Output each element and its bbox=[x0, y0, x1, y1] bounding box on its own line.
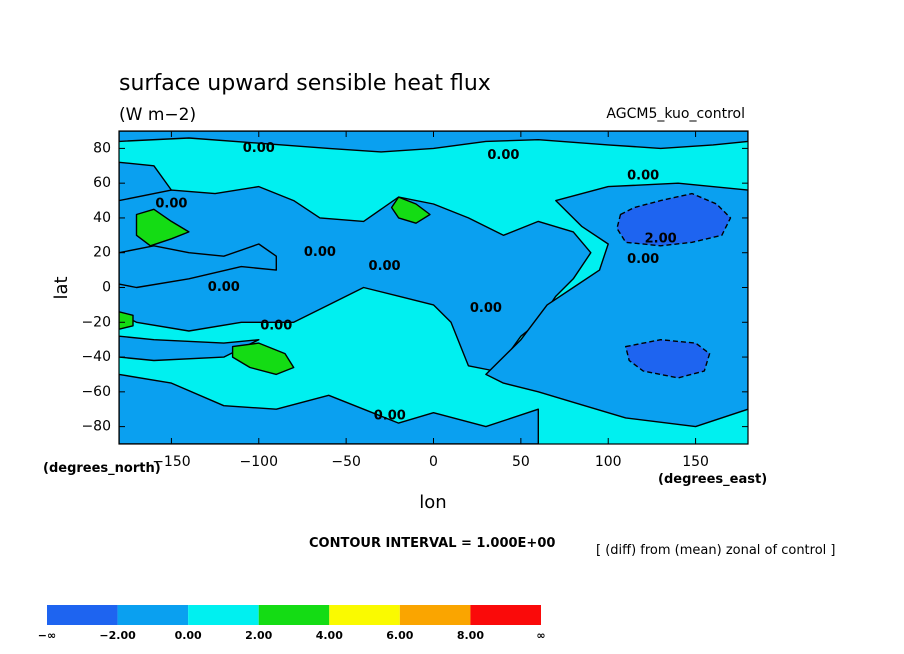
y-axis-label: lat bbox=[51, 276, 72, 299]
colorbar-swatch bbox=[47, 605, 118, 625]
contour-region-level-1 bbox=[119, 131, 748, 153]
colorbar-label: 2.00 bbox=[245, 629, 272, 642]
colorbar-swatch bbox=[399, 605, 471, 625]
colorbar-label: 8.00 bbox=[457, 629, 484, 642]
contour-region-level-3 bbox=[231, 342, 295, 376]
contour-label: 0.00 bbox=[155, 197, 187, 212]
colorbar-swatch bbox=[117, 605, 189, 625]
x-tick-label: 50 bbox=[512, 454, 530, 470]
y-unit-label: (degrees_north) bbox=[43, 461, 161, 476]
colorbar-label: −∞ bbox=[38, 629, 56, 642]
colorbar: −∞ −2.00 0.00 2.00 4.00 6.00 8.00 ∞ bbox=[38, 605, 546, 642]
chart-units: (W m−2) bbox=[119, 105, 196, 125]
y-tick-label: −40 bbox=[81, 349, 111, 365]
contour-label: 0.00 bbox=[304, 245, 336, 260]
plot-area: 0.00 0.00 0.00 0.00 0.00 0.00 2.00 0.00 0.00 0.00… bbox=[81, 130, 749, 470]
description-text: [ (diff) from (mean) zonal of control ] bbox=[596, 543, 835, 558]
contour-labels: 0.00 0.00 0.00 0.00 0.00 0.00 2.00 0.00 0.00 0.00… bbox=[155, 141, 676, 424]
contour-label: 0.00 bbox=[470, 301, 502, 316]
contour-label: 0.00 bbox=[627, 169, 659, 184]
filled-contours bbox=[119, 131, 748, 444]
x-tick-label: −50 bbox=[331, 454, 361, 470]
x-tick-label: 100 bbox=[595, 454, 622, 470]
contour-label: 0.00 bbox=[487, 148, 519, 163]
contour-label: 0.00 bbox=[369, 259, 401, 274]
x-axis-label: lon bbox=[419, 492, 446, 513]
colorbar-swatch bbox=[329, 605, 400, 625]
y-tick-label: 0 bbox=[102, 280, 111, 296]
contour-label: 0.00 bbox=[208, 280, 240, 295]
contour-region-level-3 bbox=[135, 208, 190, 247]
x-unit-label: (degrees_east) bbox=[658, 472, 767, 487]
y-tick-label: 60 bbox=[93, 175, 111, 191]
y-tick-label: −80 bbox=[81, 419, 111, 435]
colorbar-swatch bbox=[258, 605, 330, 625]
x-tick-label: 150 bbox=[682, 454, 709, 470]
contour-label: 0.00 bbox=[627, 252, 659, 267]
y-ticks: 80 60 40 20 0 −20 −40 −60 −80 bbox=[81, 140, 748, 435]
contour-region-level-3 bbox=[119, 311, 134, 330]
x-tick-label: 0 bbox=[429, 454, 438, 470]
colorbar-label: −2.00 bbox=[99, 629, 136, 642]
colorbar-swatch bbox=[188, 605, 259, 625]
model-label: AGCM5_kuo_control bbox=[606, 106, 745, 122]
colorbar-label: 0.00 bbox=[175, 629, 202, 642]
colorbar-label: 4.00 bbox=[316, 629, 343, 642]
contour-interval: CONTOUR INTERVAL = 1.000E+00 bbox=[309, 536, 555, 551]
y-tick-label: −20 bbox=[81, 314, 111, 330]
chart-title: surface upward sensible heat flux bbox=[119, 71, 491, 96]
y-tick-label: 40 bbox=[93, 210, 111, 226]
contour-label: 0.00 bbox=[243, 141, 275, 156]
contour-label: 0.00 bbox=[260, 318, 292, 333]
colorbar-swatch bbox=[470, 605, 541, 625]
contour-label: 0.00 bbox=[374, 409, 406, 424]
colorbar-label: ∞ bbox=[536, 629, 545, 642]
x-ticks: −150 −100 −50 0 50 100 150 bbox=[152, 131, 709, 470]
contour-region-level-0 bbox=[616, 192, 732, 247]
y-tick-label: −60 bbox=[81, 384, 111, 400]
y-tick-label: 80 bbox=[93, 140, 111, 156]
y-tick-label: 20 bbox=[93, 245, 111, 261]
contour-region-level-3 bbox=[390, 196, 431, 224]
colorbar-label: 6.00 bbox=[386, 629, 413, 642]
x-tick-label: −100 bbox=[240, 454, 278, 470]
contour-region-level-1 bbox=[119, 373, 539, 444]
contour-region-level-0 bbox=[625, 339, 711, 379]
x-tick-label: −150 bbox=[152, 454, 190, 470]
contour-label: 2.00 bbox=[645, 231, 677, 246]
